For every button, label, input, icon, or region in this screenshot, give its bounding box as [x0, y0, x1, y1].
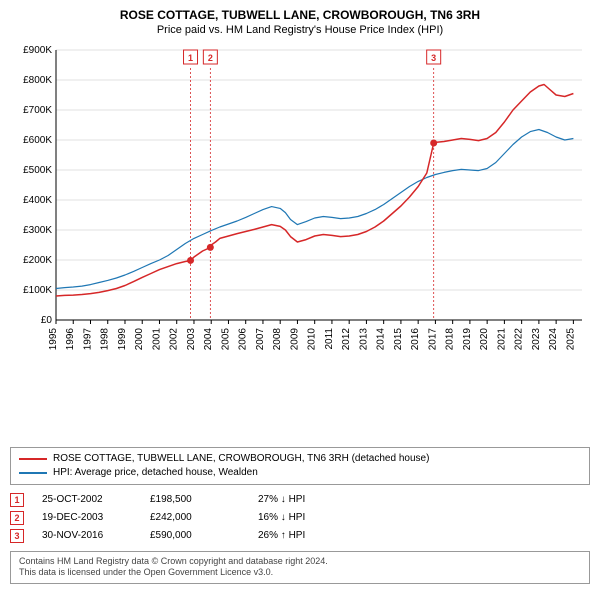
chart-title: ROSE COTTAGE, TUBWELL LANE, CROWBOROUGH,… — [10, 8, 590, 22]
legend-row: HPI: Average price, detached house, Weal… — [19, 466, 581, 480]
legend-swatch — [19, 458, 47, 460]
svg-text:2000: 2000 — [134, 328, 145, 351]
svg-text:2001: 2001 — [151, 328, 162, 351]
legend-row: ROSE COTTAGE, TUBWELL LANE, CROWBOROUGH,… — [19, 452, 581, 466]
attribution-line-2: This data is licensed under the Open Gov… — [19, 567, 581, 579]
event-diff: 16% ↓ HPI — [258, 509, 348, 527]
svg-text:2002: 2002 — [169, 328, 180, 351]
svg-text:2015: 2015 — [393, 328, 404, 351]
svg-text:2008: 2008 — [272, 328, 283, 351]
event-price: £242,000 — [150, 509, 240, 527]
svg-text:£500K: £500K — [23, 165, 52, 176]
svg-text:2012: 2012 — [341, 328, 352, 351]
svg-text:2018: 2018 — [445, 328, 456, 351]
chart-container: ROSE COTTAGE, TUBWELL LANE, CROWBOROUGH,… — [0, 0, 600, 590]
svg-text:1996: 1996 — [65, 328, 76, 351]
svg-text:2004: 2004 — [203, 328, 214, 351]
attribution-box: Contains HM Land Registry data © Crown c… — [10, 551, 590, 584]
event-number-box: 3 — [10, 529, 24, 543]
svg-text:£600K: £600K — [23, 135, 52, 146]
svg-text:2024: 2024 — [548, 328, 559, 351]
svg-text:2014: 2014 — [376, 328, 387, 351]
svg-text:£0: £0 — [41, 315, 53, 326]
event-date: 30-NOV-2016 — [42, 527, 132, 545]
svg-text:2006: 2006 — [238, 328, 249, 351]
chart-subtitle: Price paid vs. HM Land Registry's House … — [10, 24, 590, 36]
legend-swatch — [19, 472, 47, 474]
event-price: £198,500 — [150, 491, 240, 509]
svg-text:2009: 2009 — [289, 328, 300, 351]
legend-box: ROSE COTTAGE, TUBWELL LANE, CROWBOROUGH,… — [10, 447, 590, 485]
svg-text:£300K: £300K — [23, 225, 52, 236]
event-date: 19-DEC-2003 — [42, 509, 132, 527]
event-number-box: 2 — [10, 511, 24, 525]
svg-text:£900K: £900K — [23, 45, 52, 56]
event-row: 3 30-NOV-2016 £590,000 26% ↑ HPI — [10, 527, 590, 545]
svg-text:2023: 2023 — [531, 328, 542, 351]
svg-text:£700K: £700K — [23, 105, 52, 116]
event-diff: 27% ↓ HPI — [258, 491, 348, 509]
svg-text:2019: 2019 — [462, 328, 473, 351]
svg-text:2003: 2003 — [186, 328, 197, 351]
svg-text:£200K: £200K — [23, 255, 52, 266]
chart-plot-area: £0 £100K £200K £300K £400K £500K £600K £700K £80… — [10, 42, 590, 441]
legend-label: HPI: Average price, detached house, Weal… — [53, 466, 258, 480]
legend-label: ROSE COTTAGE, TUBWELL LANE, CROWBOROUGH,… — [53, 452, 429, 466]
svg-text:£100K: £100K — [23, 285, 52, 296]
event-row: 2 19-DEC-2003 £242,000 16% ↓ HPI — [10, 509, 590, 527]
event-row: 1 25-OCT-2002 £198,500 27% ↓ HPI — [10, 491, 590, 509]
svg-text:2: 2 — [208, 53, 213, 63]
svg-text:1999: 1999 — [117, 328, 128, 351]
svg-text:£400K: £400K — [23, 195, 52, 206]
svg-text:2016: 2016 — [410, 328, 421, 351]
svg-text:1998: 1998 — [100, 328, 111, 351]
event-price: £590,000 — [150, 527, 240, 545]
svg-text:1995: 1995 — [48, 328, 59, 351]
attribution-line-1: Contains HM Land Registry data © Crown c… — [19, 556, 581, 568]
svg-text:2005: 2005 — [220, 328, 231, 351]
events-table: 1 25-OCT-2002 £198,500 27% ↓ HPI 2 19-DEC-200… — [10, 491, 590, 545]
event-number-box: 1 — [10, 493, 24, 507]
svg-text:2010: 2010 — [307, 328, 318, 351]
svg-text:2022: 2022 — [514, 328, 525, 351]
svg-text:2025: 2025 — [565, 328, 576, 351]
chart-svg: £0 £100K £200K £300K £400K £500K £600K £700K £80… — [10, 42, 590, 360]
svg-text:1997: 1997 — [82, 328, 93, 351]
svg-text:2011: 2011 — [324, 328, 335, 350]
event-diff: 26% ↑ HPI — [258, 527, 348, 545]
svg-text:3: 3 — [431, 53, 436, 63]
svg-text:2020: 2020 — [479, 328, 490, 351]
svg-text:2017: 2017 — [427, 328, 438, 351]
svg-text:2013: 2013 — [358, 328, 369, 351]
svg-text:2007: 2007 — [255, 328, 266, 351]
svg-text:2021: 2021 — [496, 328, 507, 351]
svg-text:1: 1 — [188, 53, 193, 63]
svg-text:£800K: £800K — [23, 75, 52, 86]
event-date: 25-OCT-2002 — [42, 491, 132, 509]
